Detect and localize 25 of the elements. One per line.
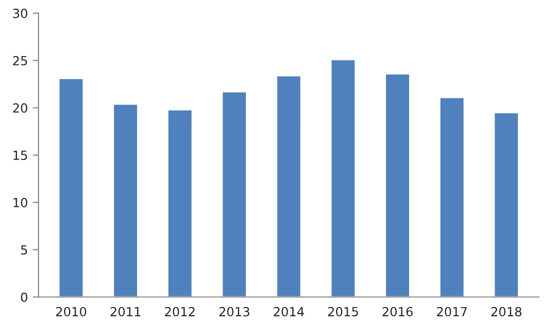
bar xyxy=(384,73,410,297)
y-tick-label: 10 xyxy=(14,198,28,208)
bar xyxy=(276,74,302,297)
x-tick-label: 2018 xyxy=(491,306,522,316)
y-tick-label: 20 xyxy=(13,103,28,113)
bar xyxy=(221,91,248,297)
x-tick-label: 2012 xyxy=(164,306,195,316)
bar xyxy=(439,96,465,297)
bar xyxy=(167,108,193,297)
x-tick-label: 2013 xyxy=(219,306,250,316)
x-tick-label: 2016 xyxy=(382,306,413,316)
x-tick-label: 2010 xyxy=(56,306,86,316)
y-tick-label: 15 xyxy=(14,150,27,160)
y-tick-label: 0 xyxy=(20,292,28,302)
x-tick-label: 2014 xyxy=(274,306,304,316)
bar xyxy=(493,112,520,297)
x-tick-label: 2015 xyxy=(328,306,358,316)
bar xyxy=(58,78,84,297)
bar xyxy=(330,58,356,297)
x-tick-label: 2017 xyxy=(436,306,467,316)
x-tick-label: 2011 xyxy=(110,306,140,316)
y-tick-label: 5 xyxy=(21,245,27,255)
bar xyxy=(112,103,138,297)
y-tick-label: 30 xyxy=(13,8,28,18)
y-tick-label: 25 xyxy=(13,56,27,66)
